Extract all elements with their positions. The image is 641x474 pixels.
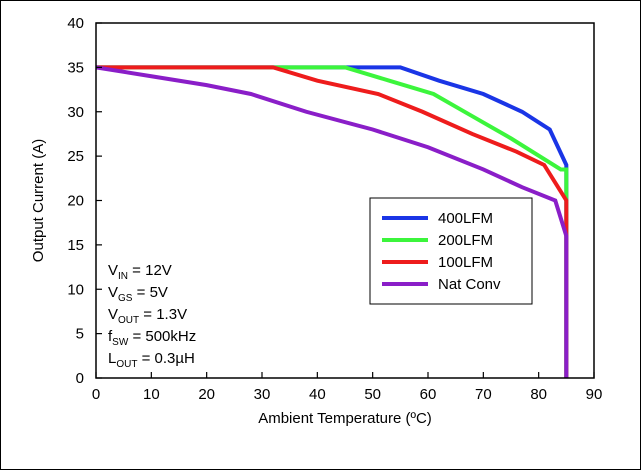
legend-label: 200LFM [438, 232, 493, 249]
condition-line: VGS = 5V [108, 284, 168, 304]
series-line-200lfm [96, 65, 569, 378]
x-tick-label: 40 [309, 386, 326, 403]
y-tick-label: 30 [67, 104, 84, 121]
y-tick-label: 5 [76, 326, 84, 343]
y-tick-label: 10 [67, 281, 84, 298]
x-tick-label: 70 [475, 386, 492, 403]
legend-label: 400LFM [438, 210, 493, 227]
legend-label: Nat Conv [438, 276, 501, 293]
legend-box [369, 197, 533, 305]
x-tick-label: 0 [92, 386, 100, 403]
y-tick-label: 15 [67, 237, 84, 254]
x-tick-label: 50 [364, 386, 381, 403]
y-tick-label: 25 [67, 148, 84, 165]
y-axis-title: Output Current (A) [30, 139, 47, 262]
condition-line: fSW = 500kHz [108, 328, 196, 348]
x-tick-label: 60 [420, 386, 437, 403]
y-tick-label: 40 [67, 15, 84, 32]
x-tick-label: 80 [530, 386, 547, 403]
y-tick-label: 0 [76, 370, 84, 387]
x-tick-label: 30 [254, 386, 271, 403]
legend: 400LFM 200LFM 100LFM Nat Conv [369, 197, 533, 305]
condition-line: VIN = 12V [108, 262, 172, 282]
y-tick-label: 20 [67, 193, 84, 210]
series-line-nat-conv [95, 65, 569, 378]
x-tick-label: 10 [143, 386, 160, 403]
x-axis-title: Ambient Temperature (ºC) [258, 410, 432, 427]
y-tick-label: 35 [67, 59, 84, 76]
series-line-400lfm [96, 65, 569, 378]
condition-line: LOUT = 0.3µH [108, 350, 195, 370]
series-line-100lfm [96, 65, 569, 378]
condition-line: VOUT = 1.3V [108, 306, 187, 326]
x-tick-label: 20 [198, 386, 215, 403]
legend-label: 100LFM [438, 254, 493, 271]
x-tick-label: 90 [586, 386, 603, 403]
